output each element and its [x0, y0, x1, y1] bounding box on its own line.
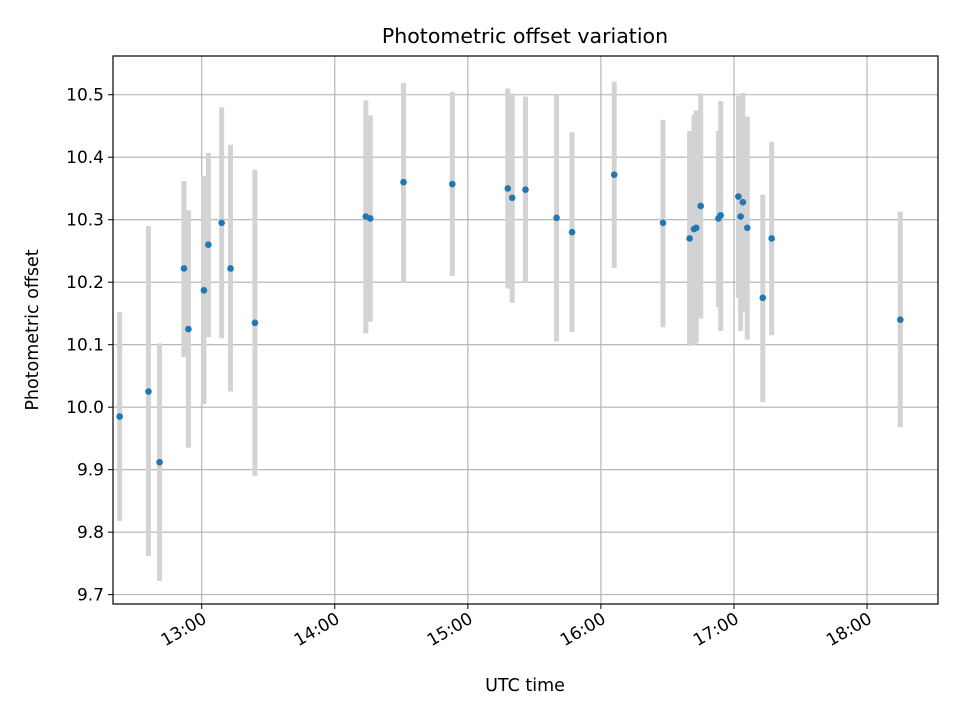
- data-point: [180, 265, 188, 272]
- data-point: [400, 178, 407, 186]
- data-point: [692, 224, 700, 232]
- data-point: [739, 198, 747, 206]
- y-tick-label: 10.3: [66, 211, 104, 231]
- x-axis-title: UTC time: [485, 676, 565, 696]
- data-point: [659, 219, 667, 227]
- data-point: [717, 212, 724, 219]
- data-point: [743, 224, 751, 232]
- y-tick-label: 10.5: [66, 86, 104, 106]
- y-tick-label: 9.7: [77, 586, 104, 606]
- data-point: [504, 185, 512, 192]
- data-point: [768, 235, 775, 242]
- y-tick-label: 9.8: [77, 523, 104, 543]
- data-point: [218, 219, 225, 227]
- data-point: [737, 213, 744, 220]
- data-point: [759, 294, 767, 302]
- y-tick-label: 10.0: [66, 398, 104, 418]
- data-point: [735, 193, 742, 200]
- plot-frame: [112, 55, 939, 605]
- y-tick-label: 10.4: [66, 148, 104, 168]
- data-point: [686, 235, 693, 242]
- chart-title: Photometric offset variation: [382, 24, 668, 48]
- data-point: [697, 202, 705, 210]
- data-point: [553, 214, 560, 222]
- data-point: [227, 265, 234, 272]
- data-point: [366, 215, 374, 222]
- y-axis-title: Photometric offset: [23, 249, 43, 410]
- y-tick-label: 9.9: [77, 461, 104, 481]
- data-point: [522, 186, 529, 194]
- y-tick-label: 10.2: [66, 273, 104, 293]
- data-point: [145, 388, 152, 395]
- data-point: [116, 413, 123, 420]
- y-tick-label: 10.1: [66, 336, 104, 356]
- data-point: [205, 241, 212, 249]
- data-point: [185, 325, 192, 333]
- data-point: [200, 287, 208, 294]
- point-layer: [116, 171, 904, 466]
- data-point: [568, 228, 576, 236]
- data-point: [156, 458, 163, 466]
- data-point: [508, 194, 516, 202]
- data-point: [896, 316, 904, 323]
- data-point: [610, 171, 618, 179]
- data-point: [449, 180, 456, 188]
- data-point: [251, 319, 259, 327]
